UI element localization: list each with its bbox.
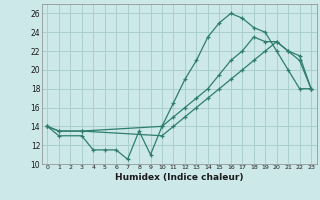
X-axis label: Humidex (Indice chaleur): Humidex (Indice chaleur) bbox=[115, 173, 244, 182]
